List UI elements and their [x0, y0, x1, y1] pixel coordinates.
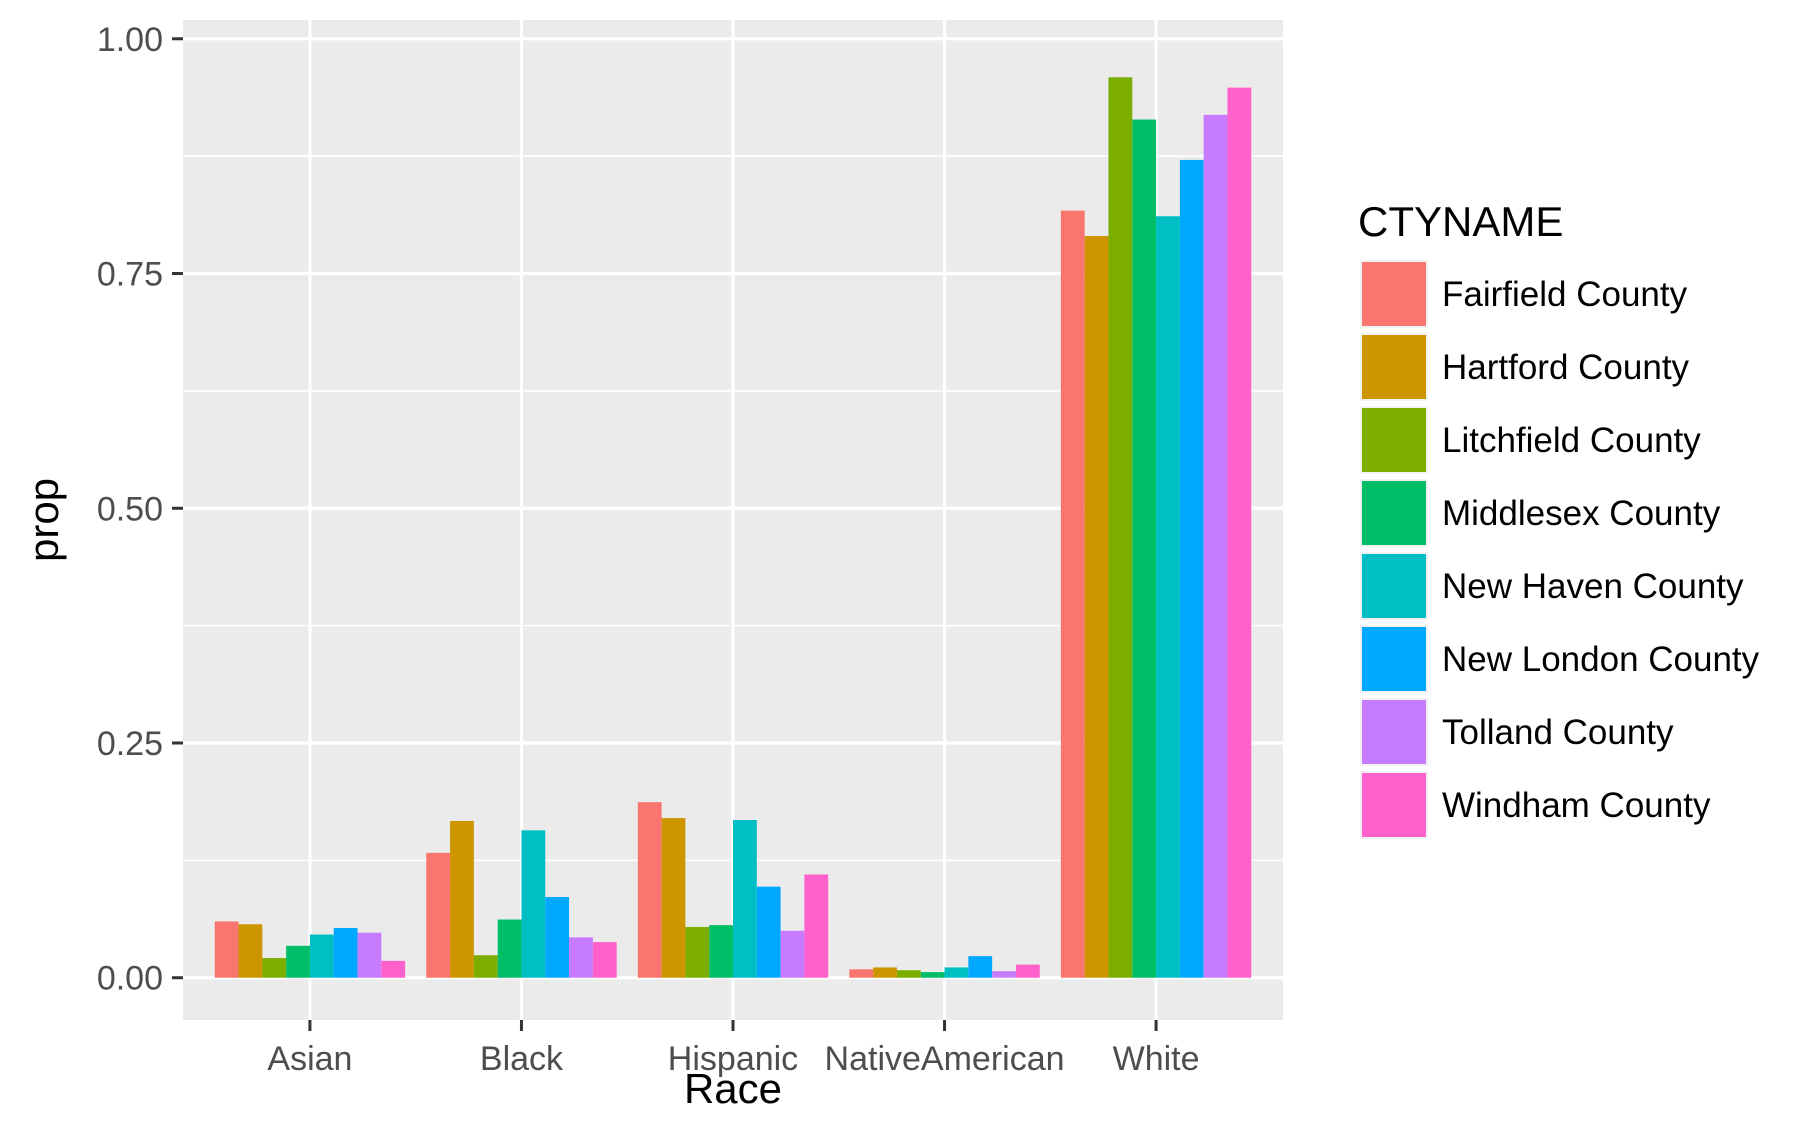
legend-label: Litchfield County	[1442, 421, 1701, 460]
x-tick-label: NativeAmerican	[825, 1040, 1065, 1078]
bar-white-windham-county	[1227, 87, 1252, 978]
legend-key	[1362, 554, 1426, 618]
legend-label: Fairfield County	[1442, 275, 1688, 314]
legend: CTYNAME Fairfield County Hartford County L…	[1358, 198, 1760, 839]
legend-title: CTYNAME	[1358, 198, 1563, 245]
bars	[214, 77, 1252, 978]
bar-black-windham-county	[592, 942, 617, 978]
y-tick-label: 0.75	[97, 256, 163, 294]
bar-black-tolland-county	[569, 937, 593, 978]
bar-hispanic-new-haven-county	[733, 820, 757, 978]
bar-white-new-london-county	[1179, 159, 1204, 978]
bar-nativeamerican-middlesex-county	[920, 972, 945, 978]
bar-black-hartford-county	[450, 820, 474, 978]
bar-white-fairfield-county	[1060, 210, 1085, 978]
x-tick-label: Hispanic	[668, 1040, 798, 1078]
bar-nativeamerican-litchfield-county	[896, 970, 921, 978]
y-tick-label: 1.00	[97, 21, 163, 59]
x-tick-label: Black	[480, 1040, 564, 1078]
bar-black-litchfield-county	[473, 955, 498, 978]
bar-nativeamerican-tolland-county	[992, 971, 1016, 978]
x-tick-label: White	[1113, 1040, 1200, 1078]
bar-asian-fairfield-county	[214, 921, 239, 978]
bar-hispanic-hartford-county	[661, 818, 686, 978]
legend-key	[1362, 700, 1426, 764]
bar-nativeamerican-hartford-county	[873, 967, 897, 978]
bar-white-middlesex-county	[1132, 119, 1157, 978]
y-tick-label: 0.25	[97, 725, 163, 763]
bar-white-new-haven-county	[1156, 216, 1180, 978]
legend-key	[1362, 335, 1426, 399]
y-tick-label: 0.50	[97, 490, 163, 528]
bar-nativeamerican-new-london-county	[968, 956, 993, 978]
bar-black-middlesex-county	[497, 919, 522, 978]
bar-nativeamerican-fairfield-county	[849, 969, 874, 978]
bar-asian-windham-county	[381, 960, 406, 978]
y-axis: 0.00 0.25 0.50 0.75 1.00	[97, 21, 183, 998]
legend-key	[1362, 627, 1426, 691]
legend-label: Tolland County	[1442, 713, 1674, 752]
legend-key	[1362, 408, 1426, 472]
bar-white-tolland-county	[1203, 114, 1228, 978]
bar-black-new-london-county	[545, 896, 570, 978]
bar-asian-middlesex-county	[286, 945, 310, 978]
bar-nativeamerican-windham-county	[1015, 964, 1040, 978]
x-tick-label: Asian	[267, 1040, 352, 1078]
legend-key	[1362, 262, 1426, 326]
bar-hispanic-middlesex-county	[709, 925, 733, 978]
bar-asian-new-london-county	[333, 927, 358, 978]
bar-black-fairfield-county	[426, 852, 451, 978]
bar-asian-litchfield-county	[262, 958, 287, 978]
bar-hispanic-tolland-county	[780, 930, 805, 978]
legend-label: Hartford County	[1442, 348, 1690, 387]
bar-hispanic-new-london-county	[756, 886, 781, 978]
legend-label: New London County	[1442, 640, 1760, 679]
legend-key	[1362, 773, 1426, 837]
legend-key	[1362, 481, 1426, 545]
bar-hispanic-fairfield-county	[637, 802, 662, 978]
bar-hispanic-litchfield-county	[685, 927, 710, 978]
bar-asian-tolland-county	[357, 932, 382, 978]
legend-label: New Haven County	[1442, 567, 1744, 606]
legend-label: Windham County	[1442, 786, 1711, 825]
legend-label: Middlesex County	[1442, 494, 1721, 533]
bar-hispanic-windham-county	[804, 874, 829, 978]
bar-asian-new-haven-county	[309, 934, 334, 978]
bar-white-hartford-county	[1084, 235, 1109, 978]
bar-black-new-haven-county	[521, 830, 546, 978]
legend-items: Fairfield County Hartford County Litchfiel…	[1360, 260, 1760, 839]
y-tick-label: 0.00	[97, 960, 163, 998]
bar-nativeamerican-new-haven-county	[944, 967, 969, 978]
y-axis-title: prop	[20, 478, 67, 562]
x-axis: Asian Black Hispanic NativeAmerican White	[267, 1020, 1200, 1078]
bar-asian-hartford-county	[238, 924, 263, 978]
x-axis-title: Race	[684, 1065, 782, 1112]
bar-white-litchfield-county	[1108, 77, 1133, 978]
